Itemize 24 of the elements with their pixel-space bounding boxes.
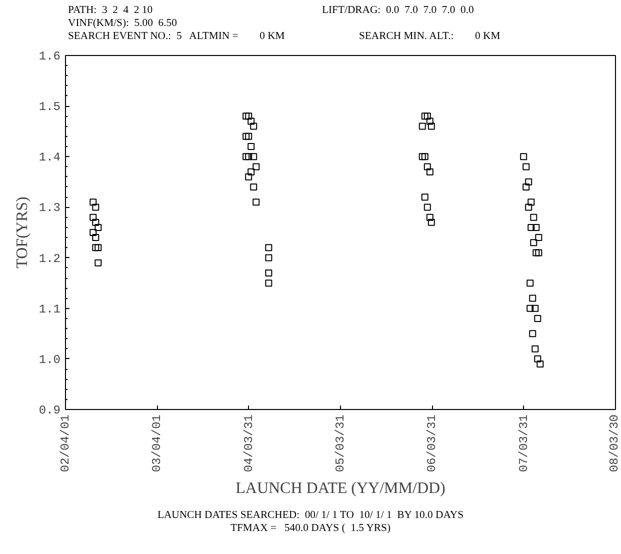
text: SEARCH MIN. ALT.: 0 KM (359, 30, 500, 43)
x-tick-label: 03/04/01 (150, 414, 164, 472)
y-tick-label: 1.1 (38, 302, 61, 316)
y-tick-label: 1.0 (38, 352, 61, 367)
y-tick-label: 0.9 (38, 404, 61, 418)
y-tick-label: 1.2 (38, 252, 61, 266)
text: VINF(KM/S): 5.00 6.50 (68, 17, 177, 30)
text: LIFT/DRAG: 0.0 7.0 7.0 7.0 0.0 (322, 4, 474, 17)
x-tick-label: 05/03/31 (334, 414, 348, 472)
text: LAUNCH DATES SEARCHED: 00/ 1/ 1 TO 10/ 1/ 1 BY 10.0 DAYS (157, 509, 464, 522)
x-axis-title: LAUNCH DATE (YY/MM/DD) (236, 480, 446, 498)
y-tick-label: 1.4 (38, 150, 61, 165)
y-axis-title: TOF(YRS) (14, 196, 31, 268)
text: PATH: 3 2 4 2 10 (68, 4, 153, 17)
x-tick-label: 06/03/31 (425, 414, 440, 472)
x-tick-label: 08/03/30 (608, 414, 621, 472)
x-tick-label: 02/04/01 (58, 414, 72, 472)
x-tick-label: 04/03/31 (242, 414, 256, 472)
text: TFMAX = 540.0 DAYS ( 1.5 YRS) (230, 522, 391, 535)
y-tick-label: 1.5 (38, 100, 61, 114)
text: SEARCH EVENT NO.: 5 ALTMIN = 0 KM (68, 30, 285, 43)
y-tick-label: 1.6 (38, 50, 61, 64)
x-tick-label: 07/03/31 (516, 414, 531, 472)
y-tick-label: 1.3 (38, 201, 61, 216)
